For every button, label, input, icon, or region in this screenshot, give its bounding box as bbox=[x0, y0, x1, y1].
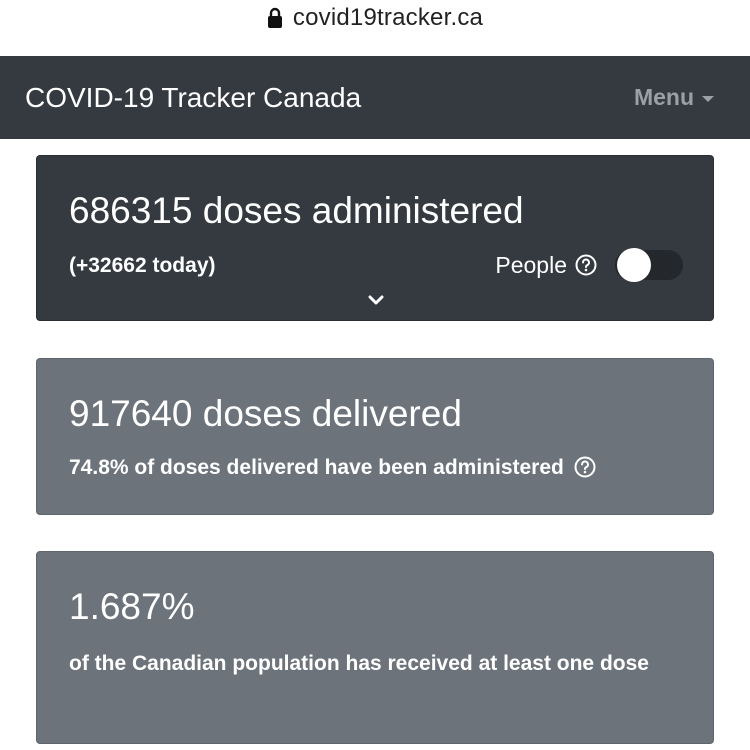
people-toggle-label: People bbox=[495, 251, 567, 278]
caret-down-icon bbox=[702, 95, 714, 102]
chevron-down-icon[interactable] bbox=[368, 294, 384, 306]
population-description-text: of the Canadian population has received … bbox=[69, 652, 649, 675]
url-text: covid19tracker.ca bbox=[292, 4, 484, 31]
administered-percentage-label: 74.8% of doses delivered have been admin… bbox=[69, 456, 564, 479]
brand-title[interactable]: COVID-19 Tracker Canada bbox=[25, 81, 362, 113]
people-toggle-switch[interactable] bbox=[615, 248, 683, 282]
administered-percentage-text: 74.8% of doses delivered have been admin… bbox=[69, 456, 596, 480]
menu-label: Menu bbox=[633, 84, 694, 110]
toggle-knob bbox=[617, 248, 651, 282]
help-circle-icon[interactable] bbox=[575, 254, 597, 276]
browser-url-bar[interactable]: covid19tracker.ca bbox=[0, 0, 750, 56]
doses-administered-headline: 686315 doses administered bbox=[69, 190, 524, 231]
help-circle-icon[interactable] bbox=[574, 456, 596, 478]
doses-delivered-card: 917640 doses delivered 74.8% of doses de… bbox=[36, 358, 714, 515]
doses-delivered-headline: 917640 doses delivered bbox=[69, 393, 462, 434]
top-navbar: COVID-19 Tracker Canada Menu bbox=[0, 56, 750, 139]
lock-icon bbox=[267, 7, 282, 28]
doses-administered-card[interactable]: 686315 doses administered (+32662 today)… bbox=[36, 155, 714, 321]
doses-today-text: (+32662 today) bbox=[69, 254, 216, 277]
people-toggle-group: People bbox=[495, 248, 683, 282]
population-vaccinated-card: 1.687% of the Canadian population has re… bbox=[36, 551, 714, 744]
population-percentage-headline: 1.687% bbox=[69, 586, 195, 627]
url-display[interactable]: covid19tracker.ca bbox=[267, 4, 483, 32]
menu-button[interactable]: Menu bbox=[634, 84, 714, 111]
